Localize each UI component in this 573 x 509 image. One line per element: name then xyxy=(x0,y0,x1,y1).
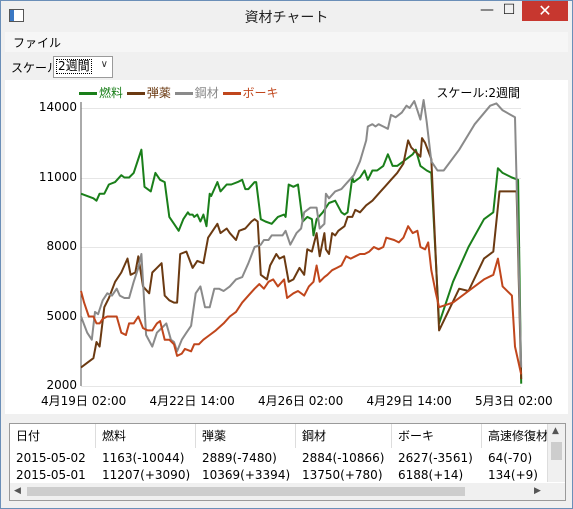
minimize-button[interactable]: — xyxy=(480,2,494,18)
table-row[interactable]: 2015-05-02 1163(-10044) 2889(-7480) 2884(-1… xyxy=(10,450,547,467)
menu-bar: ファイル xyxy=(5,32,568,52)
column-header[interactable]: ボーキ xyxy=(392,424,482,448)
x-tick-label: 4月22日 14:00 xyxy=(149,394,235,408)
table-cell: 6188(+14) xyxy=(398,468,464,482)
chevron-down-icon: ∨ xyxy=(100,59,108,70)
table-cell: 13750(+780) xyxy=(302,468,383,482)
scale-dropdown[interactable]: 2週間 ∨ xyxy=(53,56,113,78)
scroll-right-icon[interactable]: ▶ xyxy=(534,486,541,496)
gridline xyxy=(81,247,521,248)
toolbar: スケール 2週間 ∨ xyxy=(5,53,568,80)
table-cell: 64(-70) xyxy=(488,451,533,465)
table-cell: 1163(-10044) xyxy=(102,451,185,465)
x-tick-label: 4月29日 14:00 xyxy=(366,394,452,408)
y-tick-label: 11000 xyxy=(38,169,77,184)
scroll-up-icon[interactable]: ▲ xyxy=(552,426,559,436)
horizontal-scrollbar[interactable]: ◀ ▶ xyxy=(10,483,565,500)
title-bar[interactable]: 資材チャート — ☐ ✕ xyxy=(1,1,572,31)
chart-plot xyxy=(80,99,523,386)
table-cell: 2627(-3561) xyxy=(398,451,473,465)
table-row[interactable]: 2015-05-01 11207(+3090) 10369(+3394) 13750(… xyxy=(10,467,547,484)
table-cell: 2015-05-01 xyxy=(16,468,86,482)
gridline xyxy=(81,108,521,109)
y-tick-label: 5000 xyxy=(46,308,77,323)
chart-legend: 燃料 弾薬 鋼材 ボーキ xyxy=(79,84,279,101)
column-header[interactable]: 弾薬 xyxy=(196,424,296,448)
table-cell: 11207(+3090) xyxy=(102,468,191,482)
gridline xyxy=(81,386,521,387)
resource-table: 日付 燃料 弾薬 鋼材 ボーキ 高速修復材 2015-05-02 1163(-10044) 2… xyxy=(9,423,566,501)
column-header[interactable]: 日付 xyxy=(10,424,96,448)
scale-dropdown-value: 2週間 xyxy=(56,59,92,74)
column-header[interactable]: 鋼材 xyxy=(296,424,392,448)
menu-file[interactable]: ファイル xyxy=(13,36,62,50)
series-line-2 xyxy=(80,99,523,368)
x-tick-label: 4月19日 02:00 xyxy=(41,394,127,408)
column-header[interactable]: 高速修復材 xyxy=(482,424,554,448)
maximize-button[interactable]: ☐ xyxy=(502,2,516,18)
legend-item-steel: 鋼材 xyxy=(174,86,219,100)
app-icon xyxy=(9,9,24,22)
y-tick-label: 8000 xyxy=(46,239,77,253)
legend-item-bauxite: ボーキ xyxy=(222,86,279,100)
table-cell: 134(+9) xyxy=(488,468,538,482)
series-line-3 xyxy=(80,225,523,375)
table-cell: 10369(+3394) xyxy=(202,468,291,482)
vertical-scrollbar[interactable]: ▲ xyxy=(547,424,565,482)
gridline xyxy=(81,177,521,179)
column-header[interactable]: 燃料 xyxy=(96,424,196,448)
series-line-1 xyxy=(80,137,523,380)
horizontal-scroll-thumb[interactable] xyxy=(27,487,465,496)
x-tick-label: 5月3日 02:00 xyxy=(475,394,553,408)
x-tick-label: 4月26日 02:00 xyxy=(258,394,344,408)
legend-item-ammo: 弾薬 xyxy=(126,86,171,100)
vertical-scroll-thumb[interactable] xyxy=(551,442,562,460)
series-line-0 xyxy=(80,148,523,384)
resource-chart: 14000 11000 8000 5000 2000 4月19日 02:00 4月22日 … xyxy=(5,80,568,414)
gridline xyxy=(81,316,521,318)
scroll-left-icon[interactable]: ◀ xyxy=(14,486,21,496)
table-cell: 2884(-10866) xyxy=(302,451,385,465)
legend-item-fuel: 燃料 xyxy=(79,86,123,100)
close-button[interactable]: ✕ xyxy=(522,1,568,21)
table-cell: 2015-05-02 xyxy=(16,451,86,465)
y-tick-label: 2000 xyxy=(46,378,77,392)
table-cell: 2889(-7480) xyxy=(202,451,277,465)
scale-indicator: スケール:2週間 xyxy=(436,86,520,100)
y-tick-label: 14000 xyxy=(38,100,77,114)
scale-label: スケール xyxy=(11,61,60,75)
window-title: 資材チャート xyxy=(244,10,329,26)
